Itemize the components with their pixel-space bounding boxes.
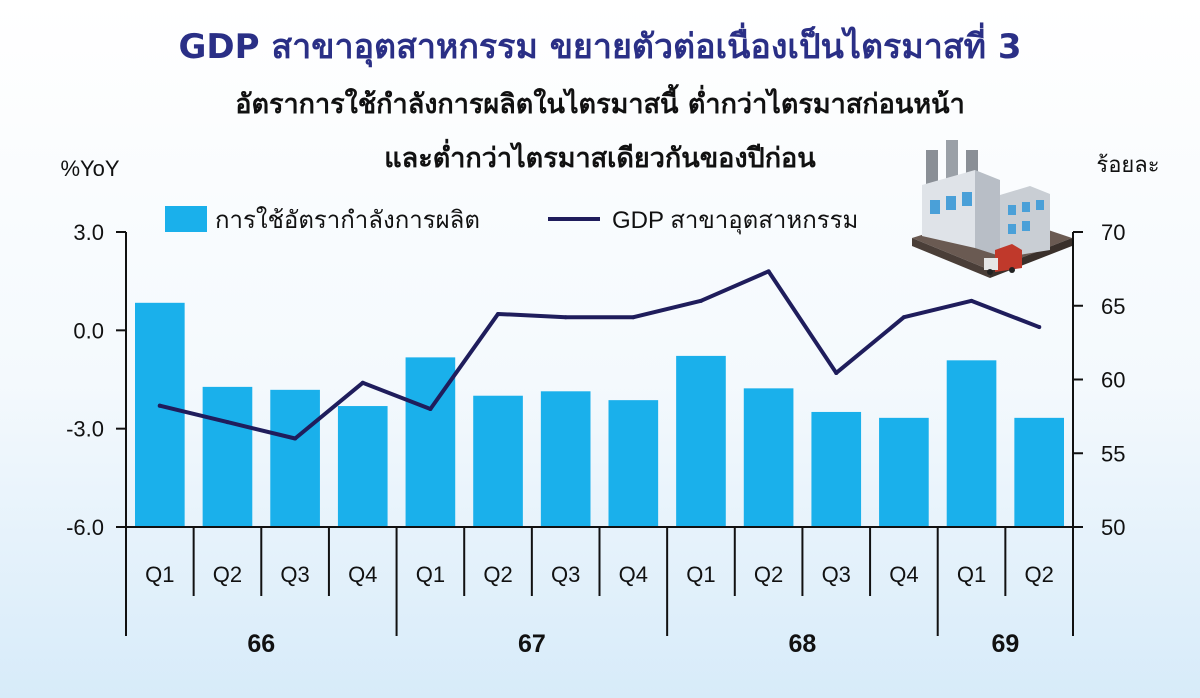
category-label-12: Q1 — [957, 562, 986, 587]
bar-10 — [811, 411, 862, 527]
gdp-point-12 — [969, 298, 974, 303]
bar-5 — [473, 395, 523, 527]
gdp-point-4 — [428, 407, 433, 411]
category-label-9: Q2 — [754, 562, 783, 587]
year-label-1: 67 — [518, 630, 546, 658]
year-label-3: 69 — [991, 630, 1019, 658]
category-label-5: Q2 — [483, 562, 512, 587]
category-label-13: Q2 — [1024, 562, 1053, 587]
bar-2 — [270, 389, 320, 527]
legend-line-label: GDP สาขาอุตสาหกรรม — [612, 207, 858, 235]
category-label-10: Q3 — [822, 562, 851, 587]
gdp-point-8 — [698, 298, 703, 303]
category-label-0: Q1 — [145, 562, 174, 587]
category-label-2: Q3 — [280, 562, 309, 587]
legend-bar-swatch — [165, 206, 207, 232]
right-axis-label: ร้อยละ — [1096, 152, 1159, 177]
left-tick-label-0: 3.0 — [73, 220, 104, 245]
chart-title: GDP สาขาอุตสาหกรรม ขยายตัวต่อเนื่องเป็นไ… — [179, 22, 1022, 68]
bar-13 — [1014, 417, 1064, 527]
right-tick-label-3: 55 — [1101, 441, 1125, 466]
category-label-3: Q4 — [348, 562, 377, 587]
legend-bar-label: การใช้อัตรากำลังการผลิต — [215, 206, 480, 234]
chart-subtitle-line1: อัตราการใช้กำลังการผลิตในไตรมาสนี้ ต่ำกว… — [235, 83, 965, 120]
gdp-line — [157, 269, 1042, 441]
year-label-0: 66 — [247, 630, 275, 658]
gdp-point-5 — [496, 311, 501, 316]
gdp-point-7 — [631, 315, 636, 320]
bar-12 — [946, 360, 997, 527]
gdp-point-10 — [834, 370, 839, 375]
category-label-6: Q3 — [551, 562, 580, 587]
legend: การใช้อัตรากำลังการผลิต GDP สาขาอุตสาหกร… — [165, 206, 858, 235]
left-tick-label-1: 0.0 — [73, 318, 104, 343]
factory-icon — [912, 140, 1072, 278]
gdp-point-13 — [1037, 325, 1042, 330]
gdp-point-3 — [360, 380, 365, 385]
right-tick-label-2: 60 — [1101, 368, 1125, 393]
left-tick-label-3: -6.0 — [66, 515, 104, 540]
category-label-8: Q1 — [686, 562, 715, 587]
left-axis-label: %YoY — [60, 156, 119, 181]
category-label-4: Q1 — [416, 562, 445, 587]
bar-0 — [135, 302, 185, 527]
gdp-point-11 — [901, 315, 906, 320]
gdp-point-0 — [157, 403, 162, 408]
bar-7 — [608, 400, 659, 527]
gdp-point-6 — [563, 315, 568, 320]
chart-subtitle-line2: และต่ำกว่าไตรมาสเดียวกันของปีก่อน — [384, 138, 816, 174]
bar-9 — [743, 388, 794, 527]
gdp-point-9 — [766, 269, 771, 274]
bar-6 — [540, 391, 591, 527]
category-label-11: Q4 — [889, 562, 918, 587]
gdp-point-2 — [293, 436, 298, 441]
plot-area: 3.0 0.0 -3.0 -6.0 70 65 60 55 50 Q1 Q2 Q3 Q4 Q1 Q2 Q3 Q4… — [66, 220, 1125, 658]
category-label-7: Q4 — [619, 562, 648, 587]
gdp-point-1 — [225, 420, 230, 425]
bar-8 — [676, 355, 726, 527]
bar-3 — [337, 406, 388, 527]
right-tick-label-1: 65 — [1101, 294, 1125, 319]
category-label-1: Q2 — [213, 562, 242, 587]
year-label-2: 68 — [789, 630, 817, 658]
bar-1 — [202, 386, 253, 527]
left-tick-label-2: -3.0 — [66, 417, 104, 442]
right-tick-label-4: 50 — [1101, 515, 1125, 540]
bar-11 — [879, 417, 929, 527]
right-tick-label-0: 70 — [1101, 220, 1125, 245]
